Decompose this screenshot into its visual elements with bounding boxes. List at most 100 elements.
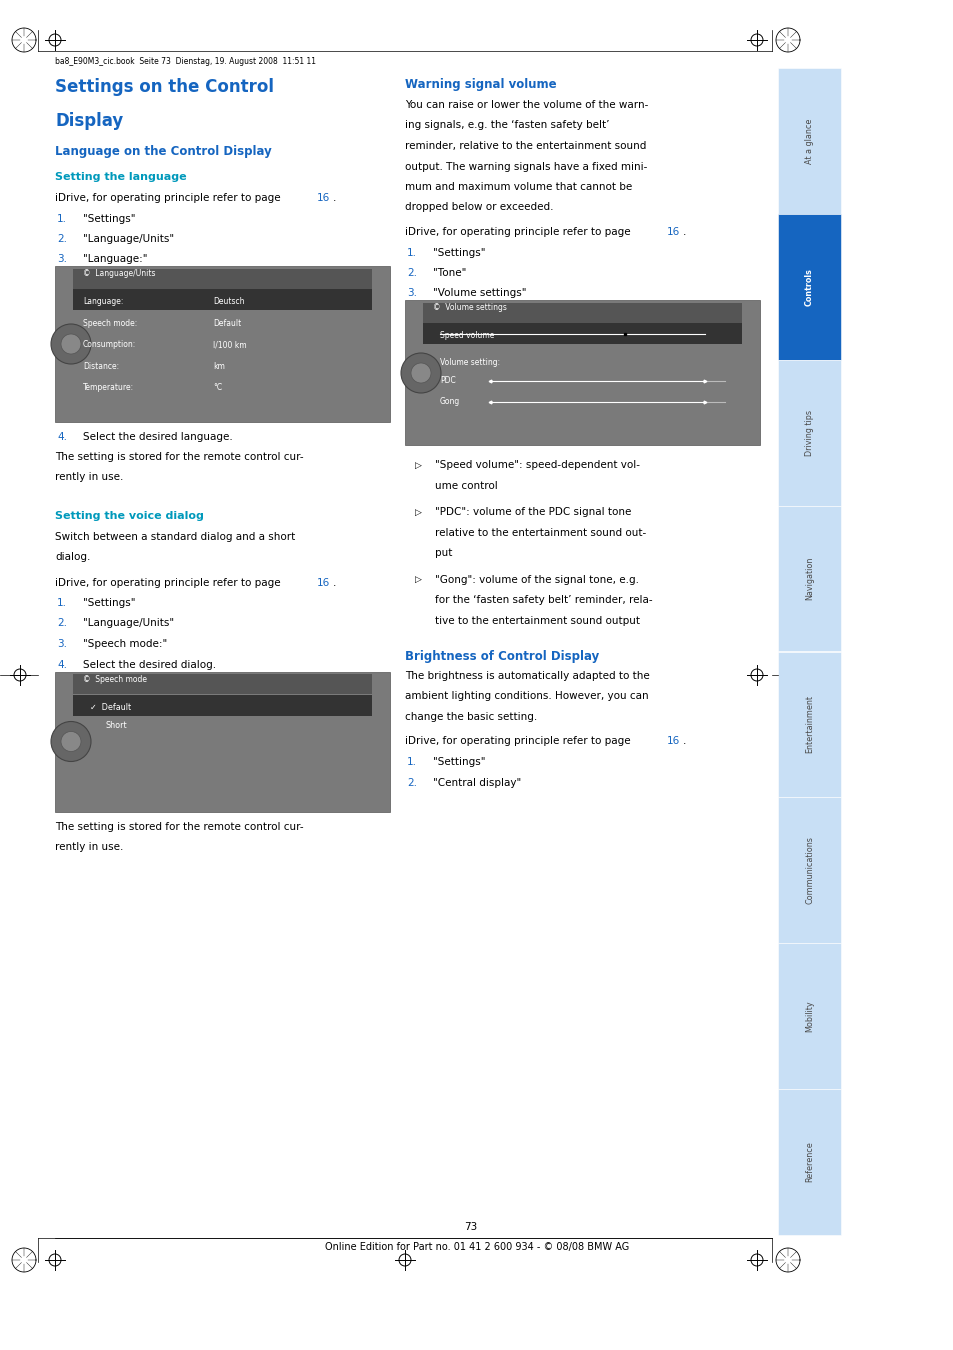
Text: ©  Language/Units: © Language/Units: [83, 270, 155, 278]
Text: Language:: Language:: [83, 297, 123, 306]
Text: Default: Default: [213, 319, 241, 328]
Text: iDrive, for operating principle refer to page: iDrive, for operating principle refer to…: [55, 578, 284, 587]
Text: "Settings": "Settings": [83, 213, 135, 224]
Text: iDrive, for operating principle refer to page: iDrive, for operating principle refer to…: [55, 193, 284, 202]
Text: Temperature:: Temperature:: [83, 383, 134, 393]
Text: "Volume settings": "Volume settings": [433, 289, 526, 298]
Text: rently in use.: rently in use.: [55, 842, 123, 852]
Text: Brightness of Control Display: Brightness of Control Display: [405, 651, 598, 663]
Text: reminder, relative to the entertainment sound: reminder, relative to the entertainment …: [405, 140, 646, 151]
Text: .: .: [333, 193, 336, 202]
Text: ©  Volume settings: © Volume settings: [433, 304, 506, 312]
Bar: [405, 301, 760, 446]
Text: "Settings": "Settings": [433, 757, 485, 767]
Text: rently in use.: rently in use.: [55, 472, 123, 482]
Text: ume control: ume control: [435, 481, 497, 491]
Text: Volume setting:: Volume setting:: [439, 359, 499, 367]
Bar: [422, 324, 741, 344]
Text: Speed volume: Speed volume: [439, 332, 494, 340]
Text: You can raise or lower the volume of the warn-: You can raise or lower the volume of the…: [405, 100, 648, 109]
Text: Speech mode:: Speech mode:: [83, 319, 137, 328]
Text: "Central display": "Central display": [433, 778, 520, 787]
Text: 3.: 3.: [57, 639, 67, 649]
Text: "Language:": "Language:": [83, 255, 148, 265]
Text: .: .: [682, 737, 685, 747]
Bar: [55, 266, 390, 421]
Text: "Language/Units": "Language/Units": [83, 234, 174, 244]
Text: 73: 73: [463, 1222, 476, 1233]
Text: Language on the Control Display: Language on the Control Display: [55, 144, 272, 158]
Circle shape: [61, 732, 81, 752]
Text: mum and maximum volume that cannot be: mum and maximum volume that cannot be: [405, 182, 632, 192]
Text: 2.: 2.: [57, 618, 67, 629]
Bar: [73, 289, 372, 310]
Text: 16: 16: [316, 193, 330, 202]
Circle shape: [411, 363, 431, 383]
Bar: [73, 694, 372, 716]
Bar: [422, 302, 741, 323]
Text: 4.: 4.: [57, 660, 67, 670]
Text: Navigation: Navigation: [804, 556, 813, 601]
Text: 1.: 1.: [57, 598, 67, 608]
Text: Gong: Gong: [439, 397, 459, 406]
Bar: [55, 671, 390, 811]
Text: l/100 km: l/100 km: [213, 340, 247, 350]
Text: 1.: 1.: [57, 213, 67, 224]
Text: Select the desired dialog.: Select the desired dialog.: [83, 660, 216, 670]
Text: Short: Short: [105, 721, 127, 729]
Text: Consumption:: Consumption:: [83, 340, 136, 350]
Text: "Speech mode:": "Speech mode:": [83, 639, 167, 649]
Text: for the ‘fasten safety belt’ reminder, rela-: for the ‘fasten safety belt’ reminder, r…: [435, 595, 652, 606]
Text: iDrive, for operating principle refer to page: iDrive, for operating principle refer to…: [405, 737, 633, 747]
Text: ▷: ▷: [415, 575, 421, 585]
Text: 2.: 2.: [407, 778, 416, 787]
Bar: [778, 1089, 841, 1235]
Text: PDC: PDC: [439, 375, 456, 385]
Text: Warning signal volume: Warning signal volume: [405, 78, 556, 90]
Text: "Tone": "Tone": [433, 269, 466, 278]
Text: tive to the entertainment sound output: tive to the entertainment sound output: [435, 616, 639, 626]
Text: dialog.: dialog.: [55, 552, 91, 562]
Text: Switch between a standard dialog and a short: Switch between a standard dialog and a s…: [55, 532, 294, 541]
Text: .: .: [333, 578, 336, 587]
Text: Display: Display: [55, 112, 123, 130]
Text: Settings on the Control: Settings on the Control: [55, 78, 274, 96]
Text: ba8_E90M3_cic.book  Seite 73  Dienstag, 19. August 2008  11:51 11: ba8_E90M3_cic.book Seite 73 Dienstag, 19…: [55, 57, 315, 66]
Text: Setting the language: Setting the language: [55, 171, 187, 182]
Text: ▷: ▷: [415, 508, 421, 517]
Text: Controls: Controls: [804, 267, 813, 305]
Text: "Language/Units": "Language/Units": [83, 618, 174, 629]
Text: Setting the voice dialog: Setting the voice dialog: [55, 512, 204, 521]
Text: At a glance: At a glance: [804, 119, 813, 163]
Text: Distance:: Distance:: [83, 362, 119, 371]
Circle shape: [51, 721, 91, 761]
Text: iDrive, for operating principle refer to page: iDrive, for operating principle refer to…: [405, 227, 633, 238]
Text: Online Edition for Part no. 01 41 2 600 934 - © 08/08 BMW AG: Online Edition for Part no. 01 41 2 600 …: [325, 1242, 628, 1251]
Text: ✓  Default: ✓ Default: [90, 702, 131, 711]
Text: "Speed volume": speed-dependent vol-: "Speed volume": speed-dependent vol-: [435, 460, 639, 471]
Text: ©  Speech mode: © Speech mode: [83, 675, 147, 683]
Text: Communications: Communications: [804, 837, 813, 904]
Circle shape: [400, 352, 440, 393]
Bar: [778, 359, 841, 506]
Text: 1.: 1.: [407, 757, 416, 767]
Text: "Settings": "Settings": [83, 598, 135, 608]
Text: Deutsch: Deutsch: [213, 297, 244, 306]
Text: The brightness is automatically adapted to the: The brightness is automatically adapted …: [405, 671, 649, 680]
Text: output. The warning signals have a fixed mini-: output. The warning signals have a fixed…: [405, 162, 647, 171]
Text: "Gong": volume of the signal tone, e.g.: "Gong": volume of the signal tone, e.g.: [435, 575, 639, 585]
Text: ▷: ▷: [415, 460, 421, 470]
Text: Entertainment: Entertainment: [804, 695, 813, 753]
Circle shape: [51, 324, 91, 365]
Bar: [778, 652, 841, 798]
Text: put: put: [435, 548, 452, 559]
Text: 1.: 1.: [407, 247, 416, 258]
Text: km: km: [213, 362, 225, 371]
Text: "PDC": volume of the PDC signal tone: "PDC": volume of the PDC signal tone: [435, 508, 631, 517]
Text: 4.: 4.: [57, 432, 67, 441]
Text: relative to the entertainment sound out-: relative to the entertainment sound out-: [435, 528, 645, 539]
Text: Driving tips: Driving tips: [804, 409, 813, 456]
Text: 16: 16: [666, 227, 679, 238]
Text: 3.: 3.: [57, 255, 67, 265]
Text: .: .: [682, 227, 685, 238]
